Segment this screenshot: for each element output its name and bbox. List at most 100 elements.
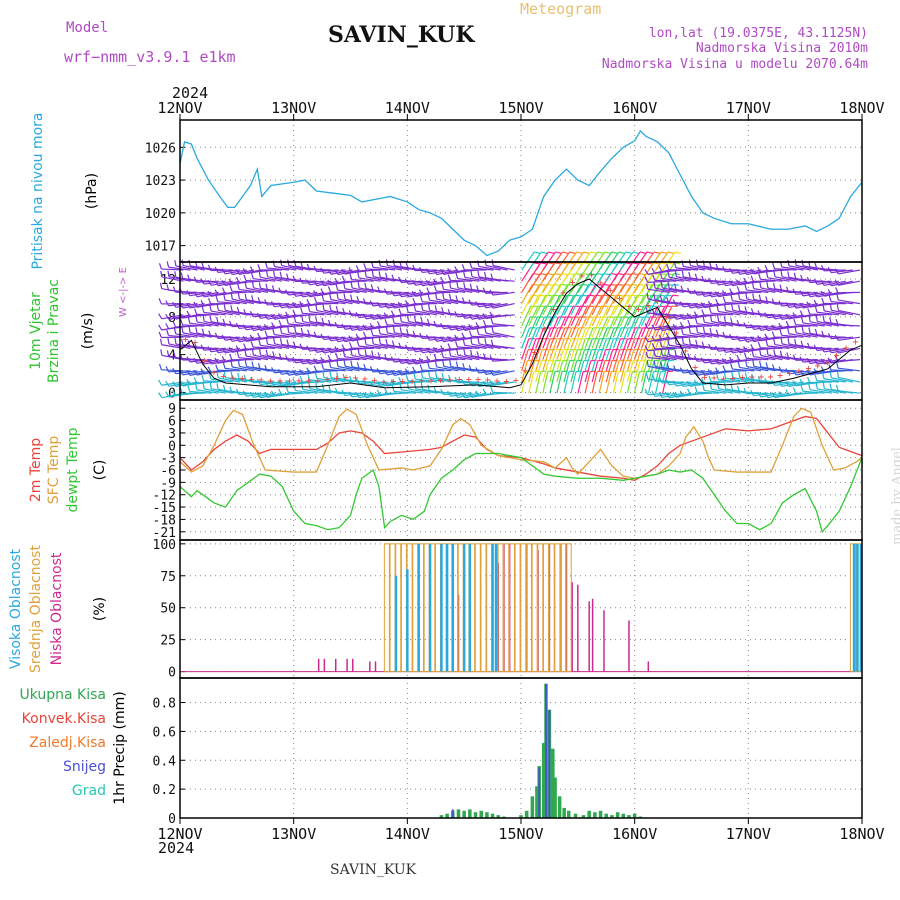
wind-barb-shaft [838,376,861,383]
wind-barb-shaft [711,320,734,327]
cloud-bar [537,543,544,673]
wind-barb-flag [243,343,247,350]
wind-barb-shaft [330,299,353,305]
wind-barb-flag [447,343,451,350]
y-tick-label: -21 [153,526,176,541]
wind-barb-shaft [492,264,515,271]
wind-barb-flag [327,319,332,326]
wind-barb-flag [835,287,839,294]
wind-barb-flag [693,289,698,296]
wind-barb-shaft [802,291,825,297]
wind-barb-shaft [189,303,212,309]
wind-barb-flag [709,315,713,322]
wind-barb-flag [723,372,727,379]
x-tick-label-top: 13NOV [271,99,316,117]
wind-barb-flag [306,345,311,352]
wind-barb-shaft [492,359,515,362]
wind-barb-flag [813,291,818,298]
wind-barb-flag [785,302,790,308]
wind-gust-marker: + [805,363,811,374]
wind-barb-flag [420,383,424,390]
wind-barb-flag [743,352,747,359]
wind-barb-flag [342,350,346,357]
wind-barb-flag [787,337,790,345]
wind-barb-flag [808,327,811,334]
wind-gust-marker: + [466,374,472,385]
wind-gust-marker: + [230,373,236,384]
wind-barb-flag [455,341,459,348]
wind-barb-flag [792,288,797,295]
wind-barb-flag [688,327,691,334]
wind-barb-flag [644,268,649,275]
wind-barb-flag [249,391,254,398]
wind-barb-flag [665,332,670,339]
wind-barb-flag [320,288,325,295]
wind-barb-flag [277,368,283,375]
wind-barb-shaft [542,305,553,327]
precip-bar [439,815,444,818]
precip-unit-label: 1hr Precip (mm) [112,691,128,804]
wind-barb-flag [722,365,726,372]
wind-barb-flag [200,291,205,298]
wind-barb-flag [785,389,790,396]
wind-gust-marker: + [485,375,491,386]
wind-barb-flag [285,289,289,296]
wind-barb-flag [548,251,555,254]
wind-barb-flag [221,355,226,362]
wind-barb-shaft [535,360,543,383]
wind-barb-flag [813,344,818,351]
wind-barb-shaft [478,303,501,308]
wind-barb-flag [243,374,247,381]
wind-barb-flag [411,279,417,286]
wind-barb-flag [759,360,762,367]
wind-barb-flag [159,282,163,289]
wind-barb-shaft [323,269,346,274]
wind-barb-flag [787,327,790,334]
wind-barb-shaft [746,289,769,293]
wind-barb-shaft [676,381,698,387]
wind-barb-flag [757,267,762,273]
wind-barb-flag [263,323,268,330]
wind-barb-flag [314,372,318,379]
wind-barb-flag [757,391,762,398]
wind-barb-flag [221,287,226,294]
wind-barb-shaft [260,344,283,349]
wind-barb-shaft [767,287,790,293]
wind-barb-shaft [380,381,403,388]
wind-barb-shaft [570,338,579,360]
wind-barb-flag [279,271,283,278]
wind-barb-flag [723,304,727,311]
wind-barb-flag [454,311,459,318]
wind-barb-flag [639,262,646,265]
wind-barb-shaft [810,321,832,327]
wind-barb-shaft [591,349,600,371]
x-tick-label-top: 17NOV [726,99,771,117]
wind-barb-flag [265,338,269,345]
wind-barb-flag [715,367,719,374]
wind-barb-shaft [626,305,638,327]
wind-barb-flag [562,251,569,254]
wind-barb-flag [371,350,374,357]
wind-barb-flag [349,342,353,349]
wind-barb-flag [575,262,582,265]
wind-barb-flag [653,360,656,367]
wind-barb-shaft [373,276,395,282]
wind-barb-shaft [767,325,790,332]
wind-barb-shaft [626,327,636,349]
wind-barb-flag [693,302,698,309]
wind-barb-flag [806,358,811,364]
model-height-text: Nadmorska Visina u modelu 2070.64m [601,57,868,72]
wind-barb-flag [412,366,416,373]
wind-barb-shaft [612,349,621,371]
wind-barb-flag [646,262,653,265]
wind-barb-shaft [612,316,623,338]
wind-barb-flag [223,304,226,311]
wind-barb-shaft [725,309,748,316]
wind-barb-shaft [556,316,567,338]
wind-barb-shaft [598,349,607,371]
wind-barb-flag [271,285,275,292]
wind-barb-flag [419,295,423,302]
wind-barb-flag [695,339,698,346]
wind-barb-flag [667,262,674,265]
wind-barb-flag [399,327,402,334]
